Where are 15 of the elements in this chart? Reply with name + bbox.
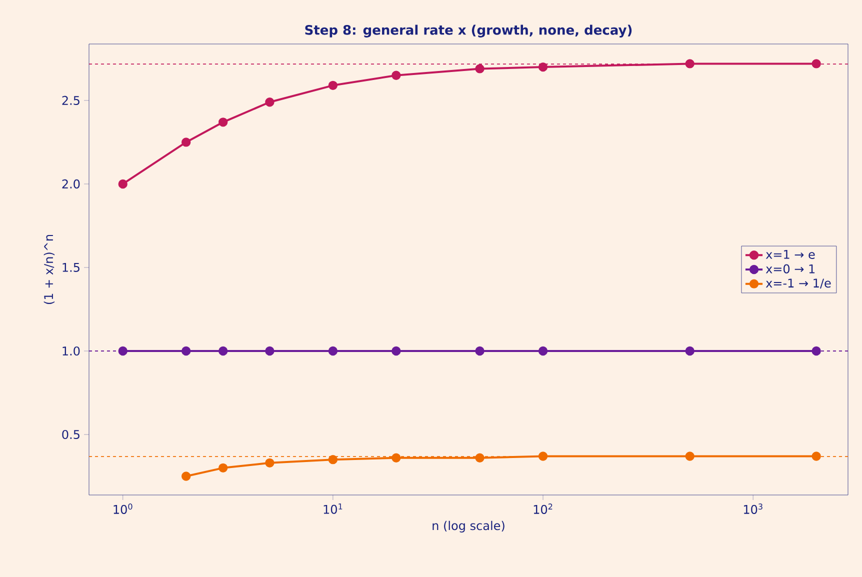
x-tick-label: 10$^{0}$ (114, 504, 132, 514)
x-tick-label: 10$^{2}$ (534, 504, 552, 514)
y-axis-title: (1 + x/n)^n (44, 234, 55, 304)
y-tick-label: 2.5 (62, 96, 80, 105)
x-axis-title: n (log scale) (432, 520, 504, 532)
y-tick-label: 1.5 (62, 263, 80, 272)
legend-label: x=0 → 1 (766, 264, 815, 274)
x-tick-label: 10$^{3}$ (744, 504, 762, 514)
y-tick-label: 2.0 (62, 179, 80, 189)
chart-title: Step 8: general rate x (growth, none, decay) (305, 24, 632, 38)
y-tick-label: 1.0 (62, 346, 80, 356)
x-tick-label: 10$^{1}$ (324, 504, 342, 514)
legend-label: x=1 → e (766, 250, 815, 259)
y-tick-label: 0.5 (62, 430, 80, 440)
legend-label: x=-1 → 1/e (766, 278, 831, 289)
